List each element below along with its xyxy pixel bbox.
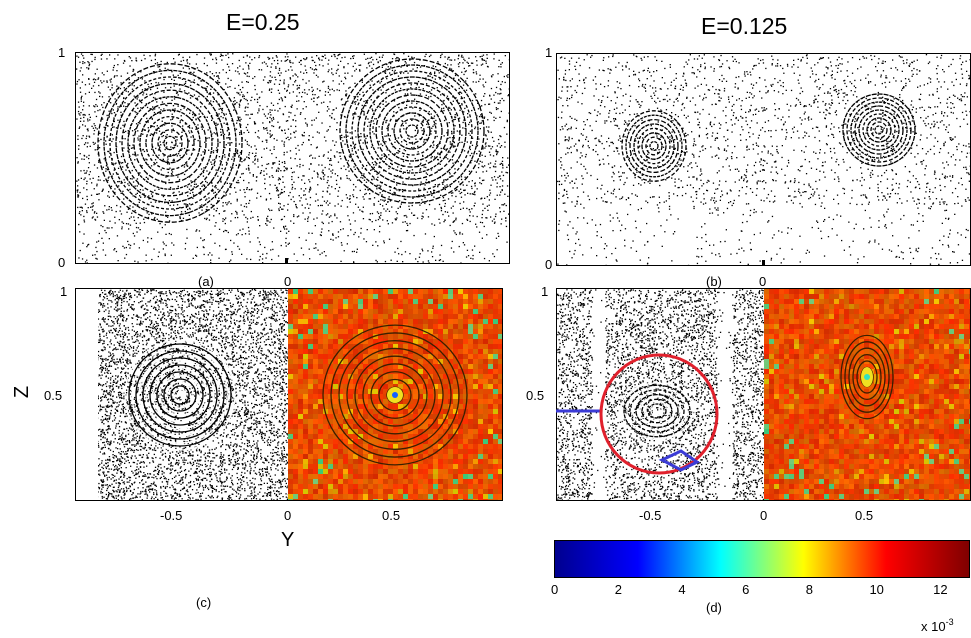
- panel-d-x-tick-zero: 0: [760, 508, 768, 523]
- colorbar: [554, 540, 970, 578]
- panel-c-y-tick-mid: 0.5: [44, 388, 63, 403]
- panel-a-x-tick-center: 0: [284, 274, 292, 289]
- panel-b-poincare-plot: [556, 53, 971, 266]
- panel-a-center-tick-mark: [285, 258, 288, 264]
- colorbar-tick-label: 0: [551, 582, 559, 597]
- header-right: E=0.125: [701, 13, 788, 39]
- panel-c-left-half: [76, 289, 288, 500]
- header-left: E=0.25: [226, 9, 300, 35]
- colorbar-tick-label: 6: [742, 582, 750, 597]
- colorbar-tick-label: 4: [678, 582, 686, 597]
- colorbar-tick-label: 8: [805, 582, 813, 597]
- panel-c-x-tick-neg: -0.5: [160, 508, 183, 523]
- panel-c-y-tick-top: 1: [60, 284, 68, 299]
- panel-b-y-tick-top: 1: [545, 45, 553, 60]
- panel-b-scatter: [557, 54, 970, 265]
- panel-b-x-tick-center: 0: [759, 274, 767, 289]
- panel-d-y-tick-mid: 0.5: [526, 388, 545, 403]
- panel-c-left-scatter: [76, 289, 288, 500]
- panel-d-label: (d): [706, 600, 722, 615]
- panel-a-y-tick-top: 1: [58, 45, 66, 60]
- panel-a-label: (a): [198, 274, 214, 289]
- panel-d-right-heatmap-svg: [764, 289, 970, 500]
- panel-d-x-tick-neg: -0.5: [639, 508, 662, 523]
- panel-a-poincare-plot: [75, 52, 510, 264]
- colorbar-tick-label: 10: [869, 582, 884, 597]
- colorbar-multiplier: x 10-3: [921, 617, 954, 634]
- panel-d-right-heatmap: [764, 289, 970, 500]
- panel-c-right-heatmap-svg: [288, 289, 502, 500]
- panel-d-x-tick-pos: 0.5: [855, 508, 874, 523]
- colorbar-tick-label: 12: [933, 582, 948, 597]
- panel-d-left-half: [557, 289, 764, 500]
- panel-a-y-tick-bottom: 0: [58, 255, 66, 270]
- panel-c-x-axis-label: Y: [281, 529, 295, 551]
- panel-a-scatter: [76, 53, 509, 263]
- colorbar-tick-label: 2: [614, 582, 622, 597]
- panel-c-x-tick-zero: 0: [284, 508, 292, 523]
- panel-c-x-tick-pos: 0.5: [382, 508, 401, 523]
- colorbar-exponent: -3: [945, 617, 954, 627]
- panel-d-y-tick-top: 1: [541, 284, 549, 299]
- panel-b-y-tick-bottom: 0: [545, 257, 553, 272]
- panel-d-left-scatter: [557, 289, 764, 500]
- panel-d-plot: [556, 288, 971, 501]
- panel-c-label: (c): [196, 595, 212, 610]
- panel-b-center-tick-mark: [762, 260, 765, 266]
- panel-c-right-heatmap: [288, 289, 502, 500]
- panel-c-plot: [75, 288, 503, 501]
- panel-b-label: (b): [706, 274, 722, 289]
- colorbar-multiplier-text: x 10: [921, 619, 946, 634]
- panel-c-y-axis-label: Z: [11, 385, 34, 399]
